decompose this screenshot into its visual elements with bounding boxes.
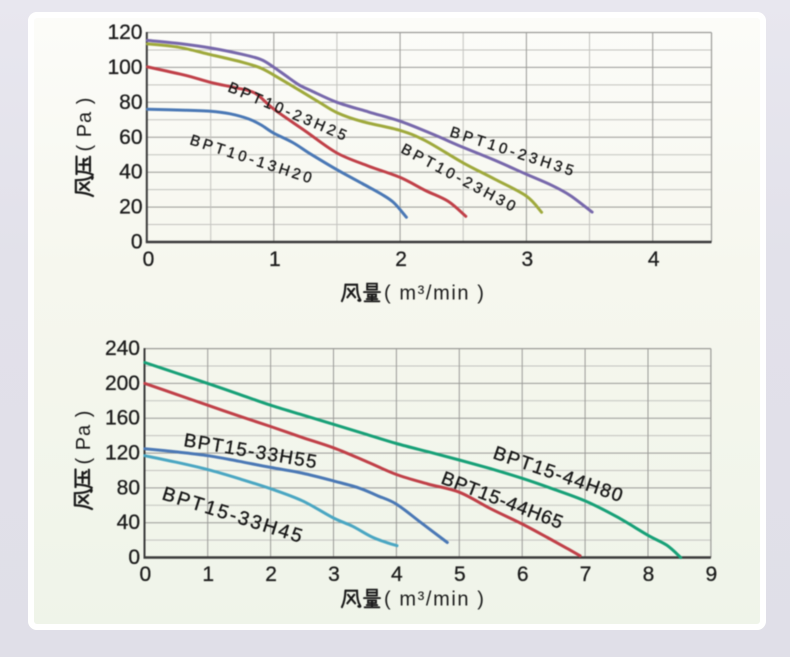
svg-text:80: 80 — [119, 91, 142, 114]
svg-text:0: 0 — [128, 546, 140, 569]
svg-text:8: 8 — [643, 563, 655, 586]
svg-text:BPT10-13H20: BPT10-13H20 — [188, 132, 317, 188]
svg-text:40: 40 — [119, 161, 142, 184]
svg-text:9: 9 — [706, 563, 718, 586]
svg-text:40: 40 — [117, 511, 140, 534]
svg-text:7: 7 — [580, 563, 592, 586]
svg-text:0: 0 — [139, 563, 151, 586]
svg-text:( m³/min ): ( m³/min ) — [384, 589, 486, 611]
svg-text:80: 80 — [117, 476, 140, 499]
svg-text:160: 160 — [105, 407, 140, 430]
svg-text:60: 60 — [119, 126, 142, 149]
svg-text:( m³/min ): ( m³/min ) — [384, 283, 486, 305]
svg-text:100: 100 — [107, 56, 142, 79]
svg-text:1: 1 — [202, 563, 214, 586]
svg-text:6: 6 — [517, 563, 529, 586]
svg-text:4: 4 — [648, 248, 660, 271]
svg-text:120: 120 — [105, 442, 140, 465]
svg-text:2: 2 — [265, 563, 277, 586]
svg-text:20: 20 — [119, 196, 142, 219]
svg-text:( Pa ): ( Pa ) — [73, 410, 95, 465]
svg-text:200: 200 — [105, 372, 140, 395]
svg-text:3: 3 — [328, 563, 340, 586]
svg-text:2: 2 — [395, 248, 407, 271]
svg-text:120: 120 — [107, 21, 142, 44]
svg-text:3: 3 — [522, 248, 534, 271]
svg-text:( Pa ): ( Pa ) — [74, 97, 96, 152]
svg-text:0: 0 — [143, 248, 155, 271]
svg-text:4: 4 — [391, 563, 403, 586]
svg-text:240: 240 — [105, 337, 140, 360]
svg-text:5: 5 — [454, 563, 466, 586]
svg-text:1: 1 — [269, 248, 281, 271]
svg-text:0: 0 — [131, 231, 143, 254]
